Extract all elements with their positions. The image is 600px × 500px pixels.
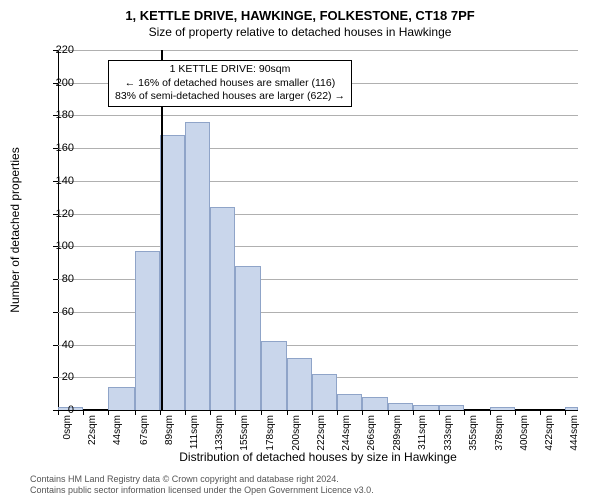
gridline [58,115,578,116]
histogram-bar [413,405,438,410]
ytick-label: 80 [44,273,74,285]
gridline [58,410,578,411]
xtick-mark [464,410,465,415]
xtick-label: 333sqm [443,415,454,451]
histogram-bar [210,207,235,410]
ytick-label: 60 [44,306,74,318]
gridline [58,246,578,247]
xtick-mark [287,410,288,415]
annotation-box: 1 KETTLE DRIVE: 90sqm← 16% of detached h… [108,60,352,107]
xtick-mark [312,410,313,415]
histogram-bar [160,135,185,410]
xtick-label: 266sqm [366,415,377,451]
xtick-label: 44sqm [112,415,123,445]
gridline [58,50,578,51]
xtick-label: 155sqm [239,415,250,451]
xtick-mark [135,410,136,415]
xtick-label: 178sqm [265,415,276,451]
histogram-bar [185,122,210,410]
histogram-bar [490,407,515,410]
xtick-mark [388,410,389,415]
histogram-bar [235,266,261,410]
histogram-bar [388,403,413,410]
histogram-bar [362,397,388,410]
footer-line1: Contains HM Land Registry data © Crown c… [30,474,590,485]
footer-line2: Contains public sector information licen… [30,485,590,496]
ytick-label: 120 [44,208,74,220]
xtick-mark [439,410,440,415]
gridline [58,181,578,182]
xtick-label: 222sqm [316,415,327,451]
xtick-mark [490,410,491,415]
histogram-bar [312,374,337,410]
footer-attribution: Contains HM Land Registry data © Crown c… [30,474,590,496]
y-axis-line [58,50,59,410]
ytick-label: 180 [44,109,74,121]
histogram-bar [261,341,286,410]
xtick-mark [565,410,566,415]
xtick-mark [210,410,211,415]
chart-titles: 1, KETTLE DRIVE, HAWKINGE, FOLKESTONE, C… [0,8,600,39]
xtick-mark [261,410,262,415]
histogram-bar [439,405,464,410]
title-main: 1, KETTLE DRIVE, HAWKINGE, FOLKESTONE, C… [0,8,600,23]
xtick-mark [108,410,109,415]
y-axis-label: Number of detached properties [8,147,22,312]
xtick-mark [185,410,186,415]
annotation-line: 83% of semi-detached houses are larger (… [115,90,345,104]
xtick-mark [362,410,363,415]
xtick-label: 378sqm [494,415,505,451]
xtick-label: 0sqm [62,415,73,439]
xtick-label: 311sqm [417,415,428,450]
xtick-label: 111sqm [189,415,200,449]
ytick-label: 140 [44,175,74,187]
xtick-label: 200sqm [291,415,302,451]
xtick-mark [413,410,414,415]
ytick-label: 40 [44,339,74,351]
xtick-label: 22sqm [87,415,98,445]
gridline [58,214,578,215]
xtick-label: 422sqm [544,415,555,451]
title-sub: Size of property relative to detached ho… [0,25,600,39]
annotation-line: ← 16% of detached houses are smaller (11… [115,77,345,91]
xtick-label: 355sqm [468,415,479,451]
xtick-label: 400sqm [519,415,530,451]
ytick-label: 20 [44,371,74,383]
xtick-mark [515,410,516,415]
histogram-bar [337,394,362,410]
xtick-label: 289sqm [392,415,403,451]
xtick-label: 67sqm [139,415,150,445]
x-axis-label: Distribution of detached houses by size … [58,450,578,464]
histogram-bar [565,407,578,410]
xtick-mark [337,410,338,415]
ytick-label: 160 [44,142,74,154]
xtick-label: 133sqm [214,415,225,451]
plot-region: 0sqm22sqm44sqm67sqm89sqm111sqm133sqm155s… [58,50,578,410]
xtick-mark [160,410,161,415]
ytick-label: 200 [44,77,74,89]
ytick-label: 0 [44,404,74,416]
xtick-label: 244sqm [341,415,352,451]
histogram-bar [287,358,312,410]
chart-area: 0sqm22sqm44sqm67sqm89sqm111sqm133sqm155s… [58,50,578,410]
annotation-line: 1 KETTLE DRIVE: 90sqm [115,63,345,77]
ytick-label: 220 [44,44,74,56]
xtick-label: 89sqm [164,415,175,445]
ytick-label: 100 [44,240,74,252]
xtick-mark [235,410,236,415]
xtick-label: 444sqm [569,415,580,451]
xtick-mark [540,410,541,415]
gridline [58,148,578,149]
histogram-bar [135,251,160,410]
histogram-bar [108,387,134,410]
xtick-mark [83,410,84,415]
